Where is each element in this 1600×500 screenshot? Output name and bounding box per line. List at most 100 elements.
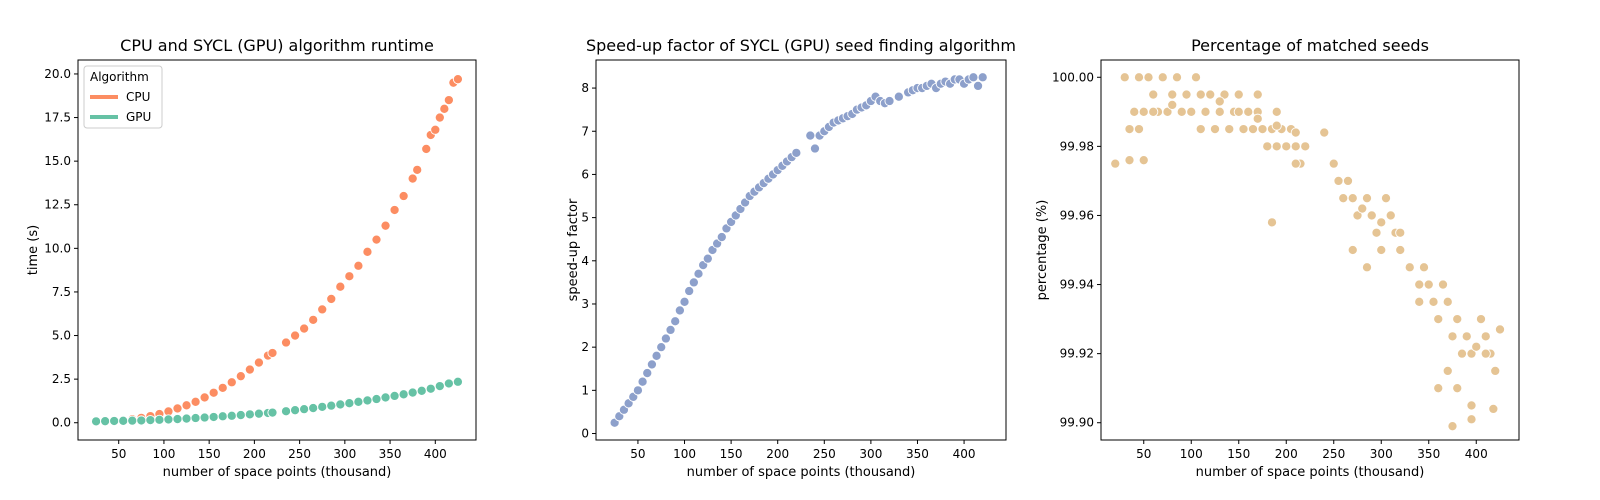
data-point [235,371,246,382]
data-point [1167,99,1178,110]
data-point [425,383,436,394]
x-axis-label: number of space points (thousand) [687,465,916,480]
data-point [684,285,695,297]
data-point [1418,262,1430,273]
x-tick-label: 250 [1322,447,1345,461]
data-point [660,333,671,344]
data-point [1342,175,1354,186]
data-point [1461,331,1472,342]
data-point [702,253,713,264]
data-point [389,390,400,401]
data-point [1181,89,1192,100]
panel-runtime: CPU and SYCL (GPU) algorithm runtime 50 10… [26,36,477,480]
data-point [280,337,292,348]
y-tick-label: 20.0 [44,67,71,81]
data-point [1271,106,1282,117]
data-point [1480,348,1491,359]
data-point [1380,193,1392,204]
data-point [1376,244,1387,256]
chart-title: Speed-up factor of SYCL (GPU) seed findi… [586,36,1016,55]
data-point [389,204,400,216]
data-point [1209,124,1221,135]
data-point [884,95,895,107]
legend-entry: GPU [126,110,151,124]
data-point [217,411,228,422]
data-point [1347,193,1358,204]
data-point [1366,210,1377,221]
data-point [136,415,147,426]
data-point [977,72,988,83]
data-point [637,376,648,387]
data-point [1352,210,1363,221]
x-tick-label: 350 [906,447,929,461]
data-point [791,147,802,158]
data-point [968,72,979,83]
x-tick-label: 300 [859,447,882,461]
data-point [1456,348,1468,359]
data-point [280,406,292,417]
data-point [353,396,364,407]
data-point [1195,89,1206,100]
data-point [290,330,301,341]
data-point [109,415,120,427]
data-point [407,173,418,184]
data-point [407,387,418,398]
data-point [1262,141,1273,152]
legend-entry: CPU [126,90,150,104]
data-point [1361,193,1373,204]
data-point [1414,296,1425,307]
data-point [398,389,409,400]
x-tick-label: 400 [424,447,447,461]
y-tick-label: 10.0 [44,241,71,255]
data-point [972,80,984,91]
data-point [380,392,391,403]
data-point [1133,72,1145,83]
data-point [181,413,192,424]
data-point [1252,113,1263,124]
data-point [371,393,382,405]
y-tick-label: 1 [581,383,589,397]
data-point [344,271,355,282]
data-point [421,143,432,154]
data-point [1271,141,1282,152]
data-point [1138,106,1149,117]
data-point [1466,400,1477,411]
y-axis-label: speed-up factor [566,198,581,301]
data-point [1347,244,1358,256]
data-point [344,398,355,409]
chart-title: CPU and SYCL (GPU) algorithm runtime [120,36,434,55]
data-point [267,407,278,418]
data-point [1124,155,1135,166]
data-point [127,415,138,426]
data-point [1395,227,1406,238]
y-tick-label: 2.5 [52,372,71,386]
data-point [1195,124,1206,135]
x-axis-label: number of space points (thousand) [1196,465,1425,480]
y-tick-label: 7 [581,124,589,138]
y-tick-label: 99.92 [1060,347,1094,361]
data-point [308,403,319,414]
data-point [190,396,201,407]
data-point [317,304,328,315]
data-point [1437,279,1449,290]
data-point [1357,203,1368,214]
data-point [1488,403,1499,414]
data-point [181,400,192,411]
data-point [362,246,373,257]
x-tick-label: 50 [1136,447,1151,461]
data-point [353,260,364,271]
y-tick-label: 3 [581,297,589,311]
data-point [1233,106,1244,117]
y-tick-label: 99.94 [1060,278,1094,292]
data-point [326,400,337,411]
chart-title: Percentage of matched seeds [1191,36,1429,55]
data-point [1214,106,1225,117]
y-tick-label: 6 [581,167,589,181]
data-point [253,408,264,419]
x-tick-label: 100 [673,447,696,461]
axes-frame [1100,59,1520,441]
data-point [1447,331,1458,342]
data-point [326,293,337,304]
y-tick-label: 0.0 [52,416,71,430]
